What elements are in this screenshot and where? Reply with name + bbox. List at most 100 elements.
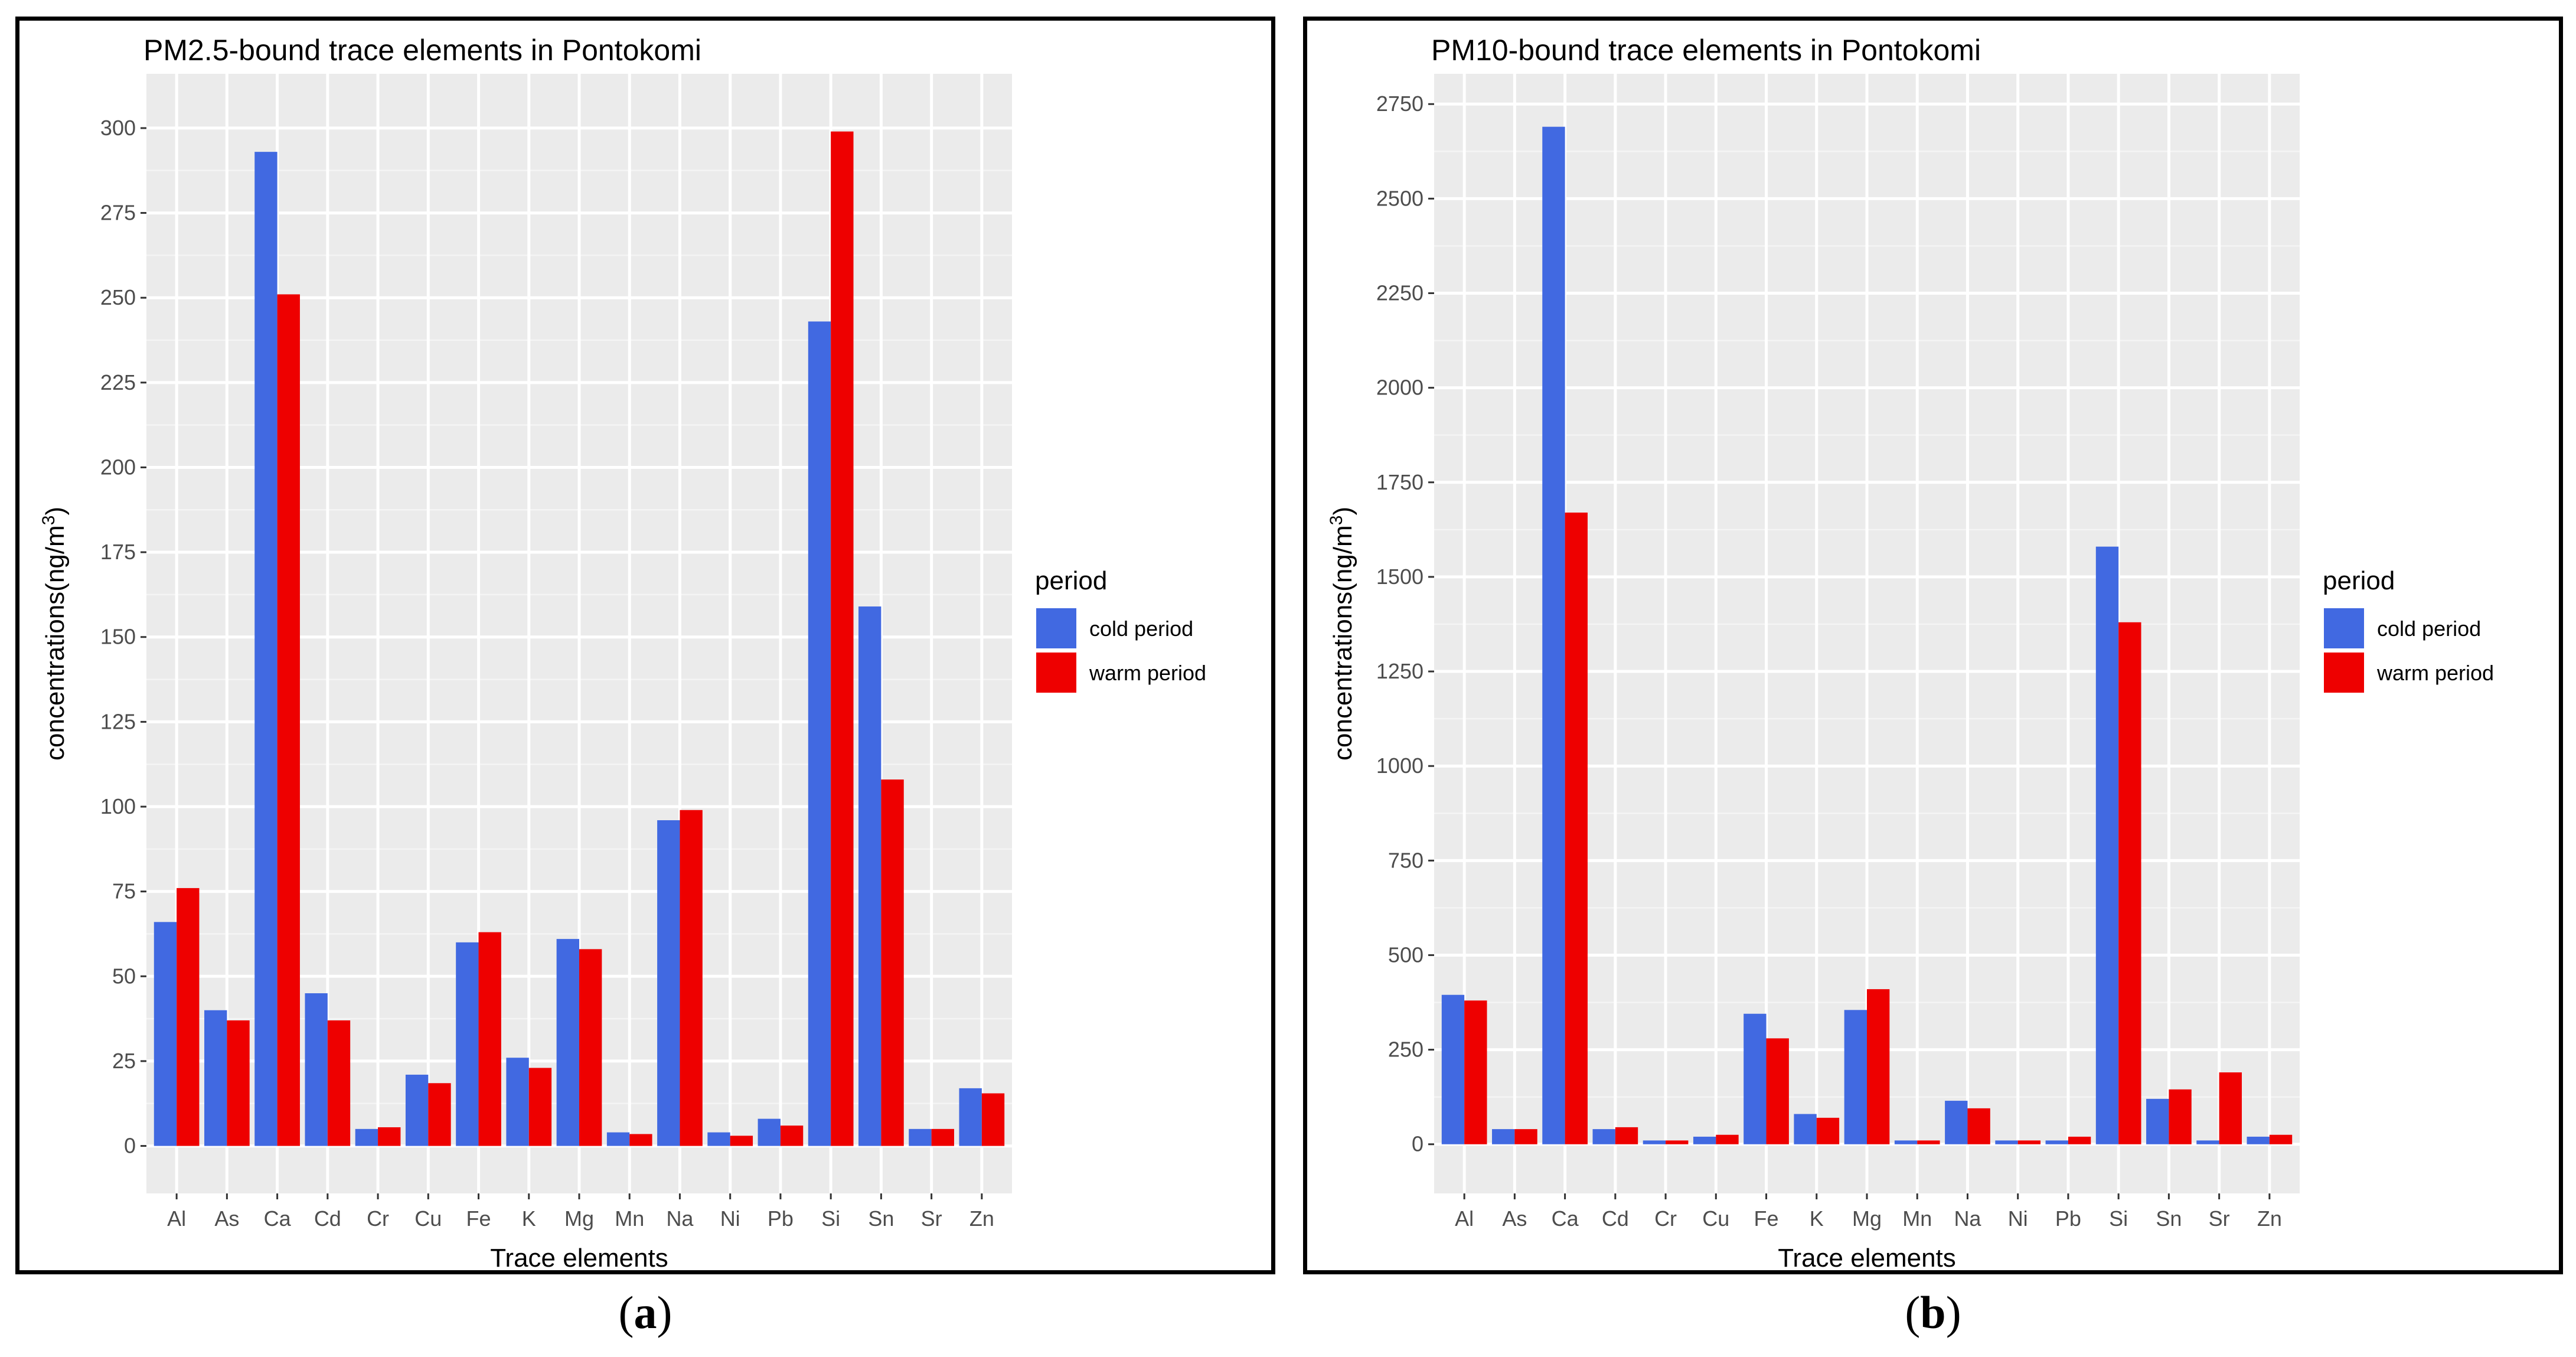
bar-warm-ca — [277, 294, 300, 1146]
y-tick-label: 500 — [1388, 942, 1424, 967]
y-tick-label: 1000 — [1376, 753, 1424, 778]
x-tick-label: Si — [821, 1206, 840, 1231]
bar-cold-as — [204, 1010, 227, 1146]
y-tick-label: 1500 — [1376, 565, 1424, 589]
bar-cold-si — [2095, 546, 2119, 1144]
bar-warm-cd — [327, 1020, 351, 1146]
bar-cold-cd — [1592, 1129, 1615, 1144]
x-tick-label: Ca — [1552, 1206, 1579, 1231]
y-tick-label: 2500 — [1376, 186, 1424, 210]
x-tick-label: Sn — [868, 1206, 894, 1231]
y-axis-title-sup: 3 — [1327, 516, 1346, 526]
x-tick-label: Mg — [564, 1206, 594, 1231]
x-tick-label: Na — [666, 1206, 694, 1231]
legend-key-warm — [2324, 653, 2364, 693]
y-tick-label: 1750 — [1376, 470, 1424, 494]
bar-cold-pb — [758, 1118, 781, 1146]
bar-warm-sn — [881, 779, 904, 1146]
y-tick-label: 150 — [100, 625, 136, 649]
x-tick-label: Cr — [1654, 1206, 1677, 1231]
bar-warm-as — [227, 1020, 250, 1146]
legend-key-warm — [1036, 653, 1076, 693]
bar-warm-ni — [730, 1136, 753, 1146]
chart-title: PM10-bound trace elements in Pontokomi — [1431, 34, 1981, 67]
chart-svg-a: 0 25 50 75 100 125 150 175 200 225 250 275 300 Al As Ca… — [39, 34, 1206, 1270]
bar-cold-na — [657, 820, 680, 1146]
x-tick-label: As — [1502, 1206, 1527, 1231]
y-tick-label: 100 — [100, 794, 136, 818]
bar-warm-sn — [2169, 1089, 2192, 1144]
bar-cold-k — [1794, 1114, 1817, 1144]
y-axis-title-main: concentrations(ng/m — [41, 525, 70, 761]
x-tick-label: Mn — [615, 1206, 644, 1231]
legend-key-cold — [1036, 608, 1076, 648]
bar-cold-as — [1492, 1129, 1515, 1144]
x-tick-label: Zn — [2257, 1206, 2282, 1231]
bar-warm-fe — [1766, 1038, 1789, 1144]
y-axis-title-sup: 3 — [39, 516, 58, 526]
x-tick-label: Cr — [367, 1206, 389, 1231]
bar-warm-zn — [2269, 1134, 2293, 1144]
legend-label: cold period — [2377, 616, 2481, 641]
bar-warm-mg — [579, 949, 602, 1146]
bar-cold-mn — [1894, 1140, 1918, 1144]
bar-warm-mn — [1917, 1140, 1940, 1144]
bar-cold-mg — [556, 939, 579, 1146]
y-tick-label: 1250 — [1376, 659, 1424, 683]
x-tick-label: Cu — [414, 1206, 442, 1231]
bar-warm-as — [1514, 1129, 1537, 1144]
bar-cold-mg — [1844, 1010, 1867, 1144]
bar-cold-ca — [254, 152, 277, 1146]
bar-cold-ni — [1995, 1140, 2018, 1144]
bar-cold-sr — [2196, 1140, 2219, 1144]
bar-cold-zn — [959, 1088, 982, 1146]
x-tick-label: Ni — [720, 1206, 740, 1231]
y-tick-label: 50 — [112, 964, 136, 988]
y-tick-label: 275 — [100, 201, 136, 225]
bar-warm-mg — [1867, 989, 1890, 1144]
x-tick-label: Fe — [1754, 1206, 1779, 1231]
bar-cold-ni — [707, 1132, 730, 1146]
x-tick-label: Sr — [2209, 1206, 2230, 1231]
y-axis-title-close: ) — [41, 507, 70, 516]
bar-warm-al — [1464, 1000, 1487, 1144]
y-axis-title-close: ) — [1328, 507, 1357, 516]
y-tick-label: 2750 — [1376, 92, 1424, 116]
x-tick-label: Cu — [1702, 1206, 1729, 1231]
x-tick-label: Sn — [2156, 1206, 2182, 1231]
bar-warm-pb — [2068, 1136, 2091, 1144]
bar-cold-cr — [1643, 1140, 1666, 1144]
x-tick-label: Al — [1455, 1206, 1474, 1231]
bar-warm-cr — [1666, 1140, 1689, 1144]
y-tick-label: 200 — [100, 455, 136, 479]
legend-label: cold period — [1089, 616, 1193, 641]
y-axis-title: concentrations(ng/m3) — [39, 507, 70, 761]
x-tick-label: Al — [167, 1206, 186, 1231]
y-tick-label: 2000 — [1376, 376, 1424, 400]
bar-cold-cr — [355, 1128, 378, 1146]
caption-b: (b) — [1905, 1287, 1961, 1338]
legend-label: warm period — [1089, 661, 1206, 685]
x-tick-label: Pb — [2055, 1206, 2081, 1231]
chart-svg-b: 0 250 500 750 1000 1250 1500 1750 2000 2250 2500 27… — [1327, 34, 2494, 1270]
x-tick-label: K — [522, 1206, 536, 1231]
bar-warm-k — [1816, 1117, 1840, 1144]
bar-warm-fe — [478, 932, 501, 1146]
bar-warm-pb — [780, 1126, 804, 1146]
x-tick-label: Zn — [969, 1206, 994, 1231]
y-tick-label: 175 — [100, 540, 136, 564]
x-tick-label: Fe — [466, 1206, 491, 1231]
x-tick-label: Ni — [2008, 1206, 2028, 1231]
bar-cold-sn — [2146, 1098, 2169, 1144]
y-tick-label: 0 — [1412, 1132, 1424, 1156]
x-tick-label: Sr — [921, 1206, 942, 1231]
x-tick-label: As — [214, 1206, 239, 1231]
bar-cold-sr — [909, 1128, 932, 1146]
legend-label: warm period — [2376, 661, 2494, 685]
legend-title: period — [2323, 566, 2395, 595]
bar-warm-cu — [428, 1083, 451, 1146]
legend-key-cold — [2324, 608, 2364, 648]
bar-warm-si — [2118, 622, 2141, 1144]
bar-cold-ca — [1542, 126, 1565, 1144]
bar-cold-cu — [405, 1074, 429, 1146]
